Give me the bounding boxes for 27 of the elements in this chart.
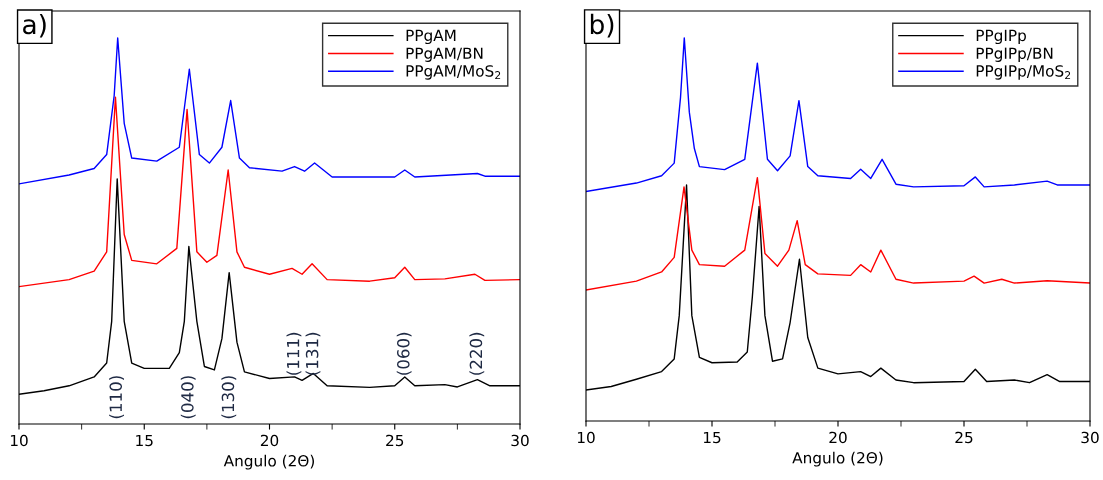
chart-title: b) <box>590 13 614 38</box>
legend-label: PPgIPp/MoS$_{2}$ <box>976 65 1071 80</box>
chart-title: a) <box>23 13 46 38</box>
x-tick-label: 10 <box>10 434 28 447</box>
x-axis-title: Angulo (2Θ) <box>223 454 314 470</box>
annotation: (111) <box>286 332 302 375</box>
legend-label: PPgAM/MoS$_{2}$ <box>406 65 501 80</box>
x-tick-label: 15 <box>136 434 153 447</box>
x-tick-label: 15 <box>703 431 721 444</box>
annotation: (220) <box>469 332 485 375</box>
x-tick-label: 20 <box>829 431 847 444</box>
x-axis-title: Angulo (2Θ) <box>792 451 883 467</box>
annotation: (131) <box>305 332 321 375</box>
annotation: (110) <box>109 376 124 419</box>
x-tick-label: 30 <box>1081 431 1099 444</box>
annotation: (130) <box>221 376 237 419</box>
legend-label: PPgAM/BN <box>406 47 483 62</box>
x-tick-label: 25 <box>386 434 404 447</box>
legend-label: PPgAM <box>406 29 456 45</box>
x-tick-label: 30 <box>511 434 529 447</box>
x-tick-label: 20 <box>260 434 279 447</box>
annotation: (060) <box>396 332 412 375</box>
legend-label: PPgIPp/BN <box>976 47 1053 62</box>
x-tick-label: 25 <box>955 431 973 444</box>
annotation: (040) <box>180 376 196 419</box>
x-tick-label: 10 <box>577 431 595 444</box>
legend-label: PPgIPp <box>976 29 1026 45</box>
